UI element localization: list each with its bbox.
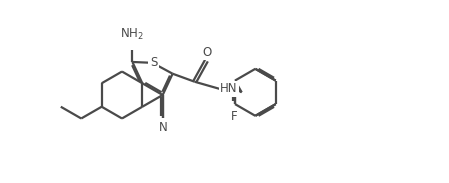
Text: F: F: [231, 110, 237, 123]
Text: NH$_2$: NH$_2$: [120, 27, 144, 42]
Text: S: S: [150, 56, 157, 69]
Text: N: N: [159, 121, 168, 134]
Text: O: O: [203, 46, 212, 59]
Text: HN: HN: [220, 82, 238, 95]
